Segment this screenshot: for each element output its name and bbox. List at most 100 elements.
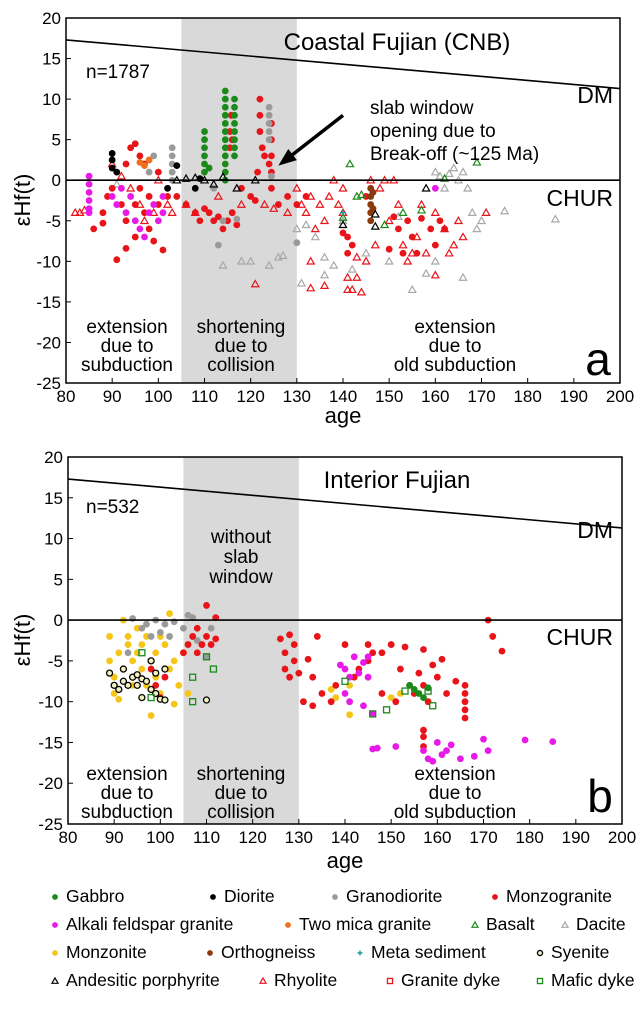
point-rhyolite — [458, 232, 468, 241]
y-tick-label: -25 — [36, 374, 61, 393]
point-monzogranite — [369, 649, 377, 657]
dm-label: DM — [577, 517, 613, 543]
legend-marker-dot-icon — [52, 949, 58, 956]
point-rhyolite — [398, 240, 408, 249]
right-text-1: extension — [414, 764, 495, 785]
point-rhyolite — [269, 203, 279, 212]
point-monzogranite — [498, 647, 506, 655]
point-rhyolite — [393, 199, 404, 208]
point-granodiorite — [150, 152, 158, 160]
point-basalt — [356, 190, 367, 199]
point-alkali-feldspar-granite — [433, 739, 441, 746]
point-dacite — [472, 224, 482, 233]
point-alkali-feldspar-granite — [364, 673, 372, 681]
point-gabbro — [231, 128, 238, 135]
point-granodiorite — [265, 111, 273, 119]
y-tick-label: -5 — [46, 212, 61, 231]
point-rhyolite — [306, 283, 316, 292]
point-rhyolite — [338, 183, 348, 192]
legend-marker — [50, 976, 60, 984]
y-tick-label: 10 — [44, 530, 63, 549]
point-monzogranite — [136, 152, 144, 160]
legend-label: Granite dyke — [401, 970, 501, 990]
point-rhyolite — [421, 248, 431, 257]
point-rhyolite — [361, 256, 371, 265]
point-two-mica-granite — [141, 162, 148, 170]
point-rhyolite — [125, 183, 136, 192]
series-orthogneiss — [367, 184, 377, 225]
series-mafic-dyke — [138, 649, 437, 718]
point-andesitic-porphyrite — [370, 221, 380, 230]
legend-marker-dot-icon — [52, 921, 58, 928]
legend-marker — [207, 949, 213, 956]
point-monzogranite — [161, 673, 169, 681]
point-mafic-dyke — [369, 710, 377, 718]
sample-count: n=1787 — [86, 62, 150, 83]
point-monzogranite — [339, 229, 347, 237]
point-monzogranite — [214, 213, 222, 221]
series-alkali-feldspar-granite — [336, 653, 557, 765]
left-text-2: due to — [101, 336, 154, 357]
legend-marker-plus-icon — [357, 949, 363, 956]
point-monzonite — [346, 681, 354, 689]
point-monzogranite — [182, 201, 190, 208]
x-tick-label: 190 — [560, 387, 588, 406]
point-monzogranite — [431, 241, 439, 249]
point-granodiorite — [147, 633, 155, 640]
point-dacite — [430, 256, 440, 265]
y-tick-label: 5 — [54, 570, 63, 589]
point-granodiorite — [233, 215, 241, 223]
point-gabbro — [221, 160, 229, 168]
point-monzogranite — [348, 241, 356, 249]
point-alkali-feldspar-granite — [150, 201, 158, 208]
y-tick-label: -15 — [38, 733, 63, 752]
point-gabbro — [221, 111, 229, 119]
point-monzogranite — [154, 168, 162, 176]
point-monzogranite — [189, 633, 197, 640]
legend-marker — [386, 977, 394, 984]
point-dacite — [384, 256, 394, 265]
point-rhyolite — [259, 199, 270, 208]
left-text-1: extension — [86, 317, 167, 338]
point-alkali-feldspar-granite — [85, 209, 93, 217]
point-monzogranite — [258, 144, 266, 152]
point-rhyolite — [352, 272, 362, 281]
point-monzogranite — [461, 681, 469, 689]
point-dacite — [278, 250, 288, 259]
point-andesitic-porphyrite — [421, 183, 431, 192]
point-gabbro — [231, 152, 238, 160]
point-rhyolite — [282, 207, 293, 216]
point-gabbro — [221, 87, 229, 95]
point-gabbro — [221, 95, 229, 103]
point-alkali-feldspar-granite — [521, 736, 529, 744]
point-rhyolite — [453, 215, 464, 225]
point-monzogranite — [385, 245, 393, 253]
point-monzogranite — [452, 677, 460, 685]
legend-label: Meta sediment — [371, 942, 486, 962]
point-monzogranite — [173, 193, 181, 200]
point-monzogranite — [261, 152, 268, 160]
point-dacite — [499, 206, 510, 215]
point-dacite — [550, 214, 561, 223]
x-axis-title: age — [327, 848, 364, 873]
point-monzonite — [387, 694, 395, 701]
point-monzogranite — [293, 201, 301, 208]
point-andesitic-porphyrite — [209, 179, 219, 188]
point-monzogranite — [415, 669, 423, 677]
point-granodiorite — [138, 624, 146, 632]
x-tick-label: 120 — [238, 828, 266, 847]
point-monzogranite — [304, 655, 312, 663]
x-tick-label: 130 — [285, 828, 313, 847]
point-gabbro — [221, 120, 229, 127]
point-rhyolite — [250, 279, 260, 288]
point-monzonite — [161, 641, 169, 648]
point-mafic-dyke — [401, 687, 409, 695]
point-syenite — [161, 696, 169, 704]
point-granodiorite — [265, 136, 273, 144]
point-monzogranite — [228, 209, 236, 217]
point-dacite — [476, 215, 487, 225]
point-monzonite — [138, 665, 146, 673]
series-basalt — [338, 157, 482, 229]
x-tick-label: 80 — [59, 828, 78, 847]
data-points — [105, 602, 557, 765]
